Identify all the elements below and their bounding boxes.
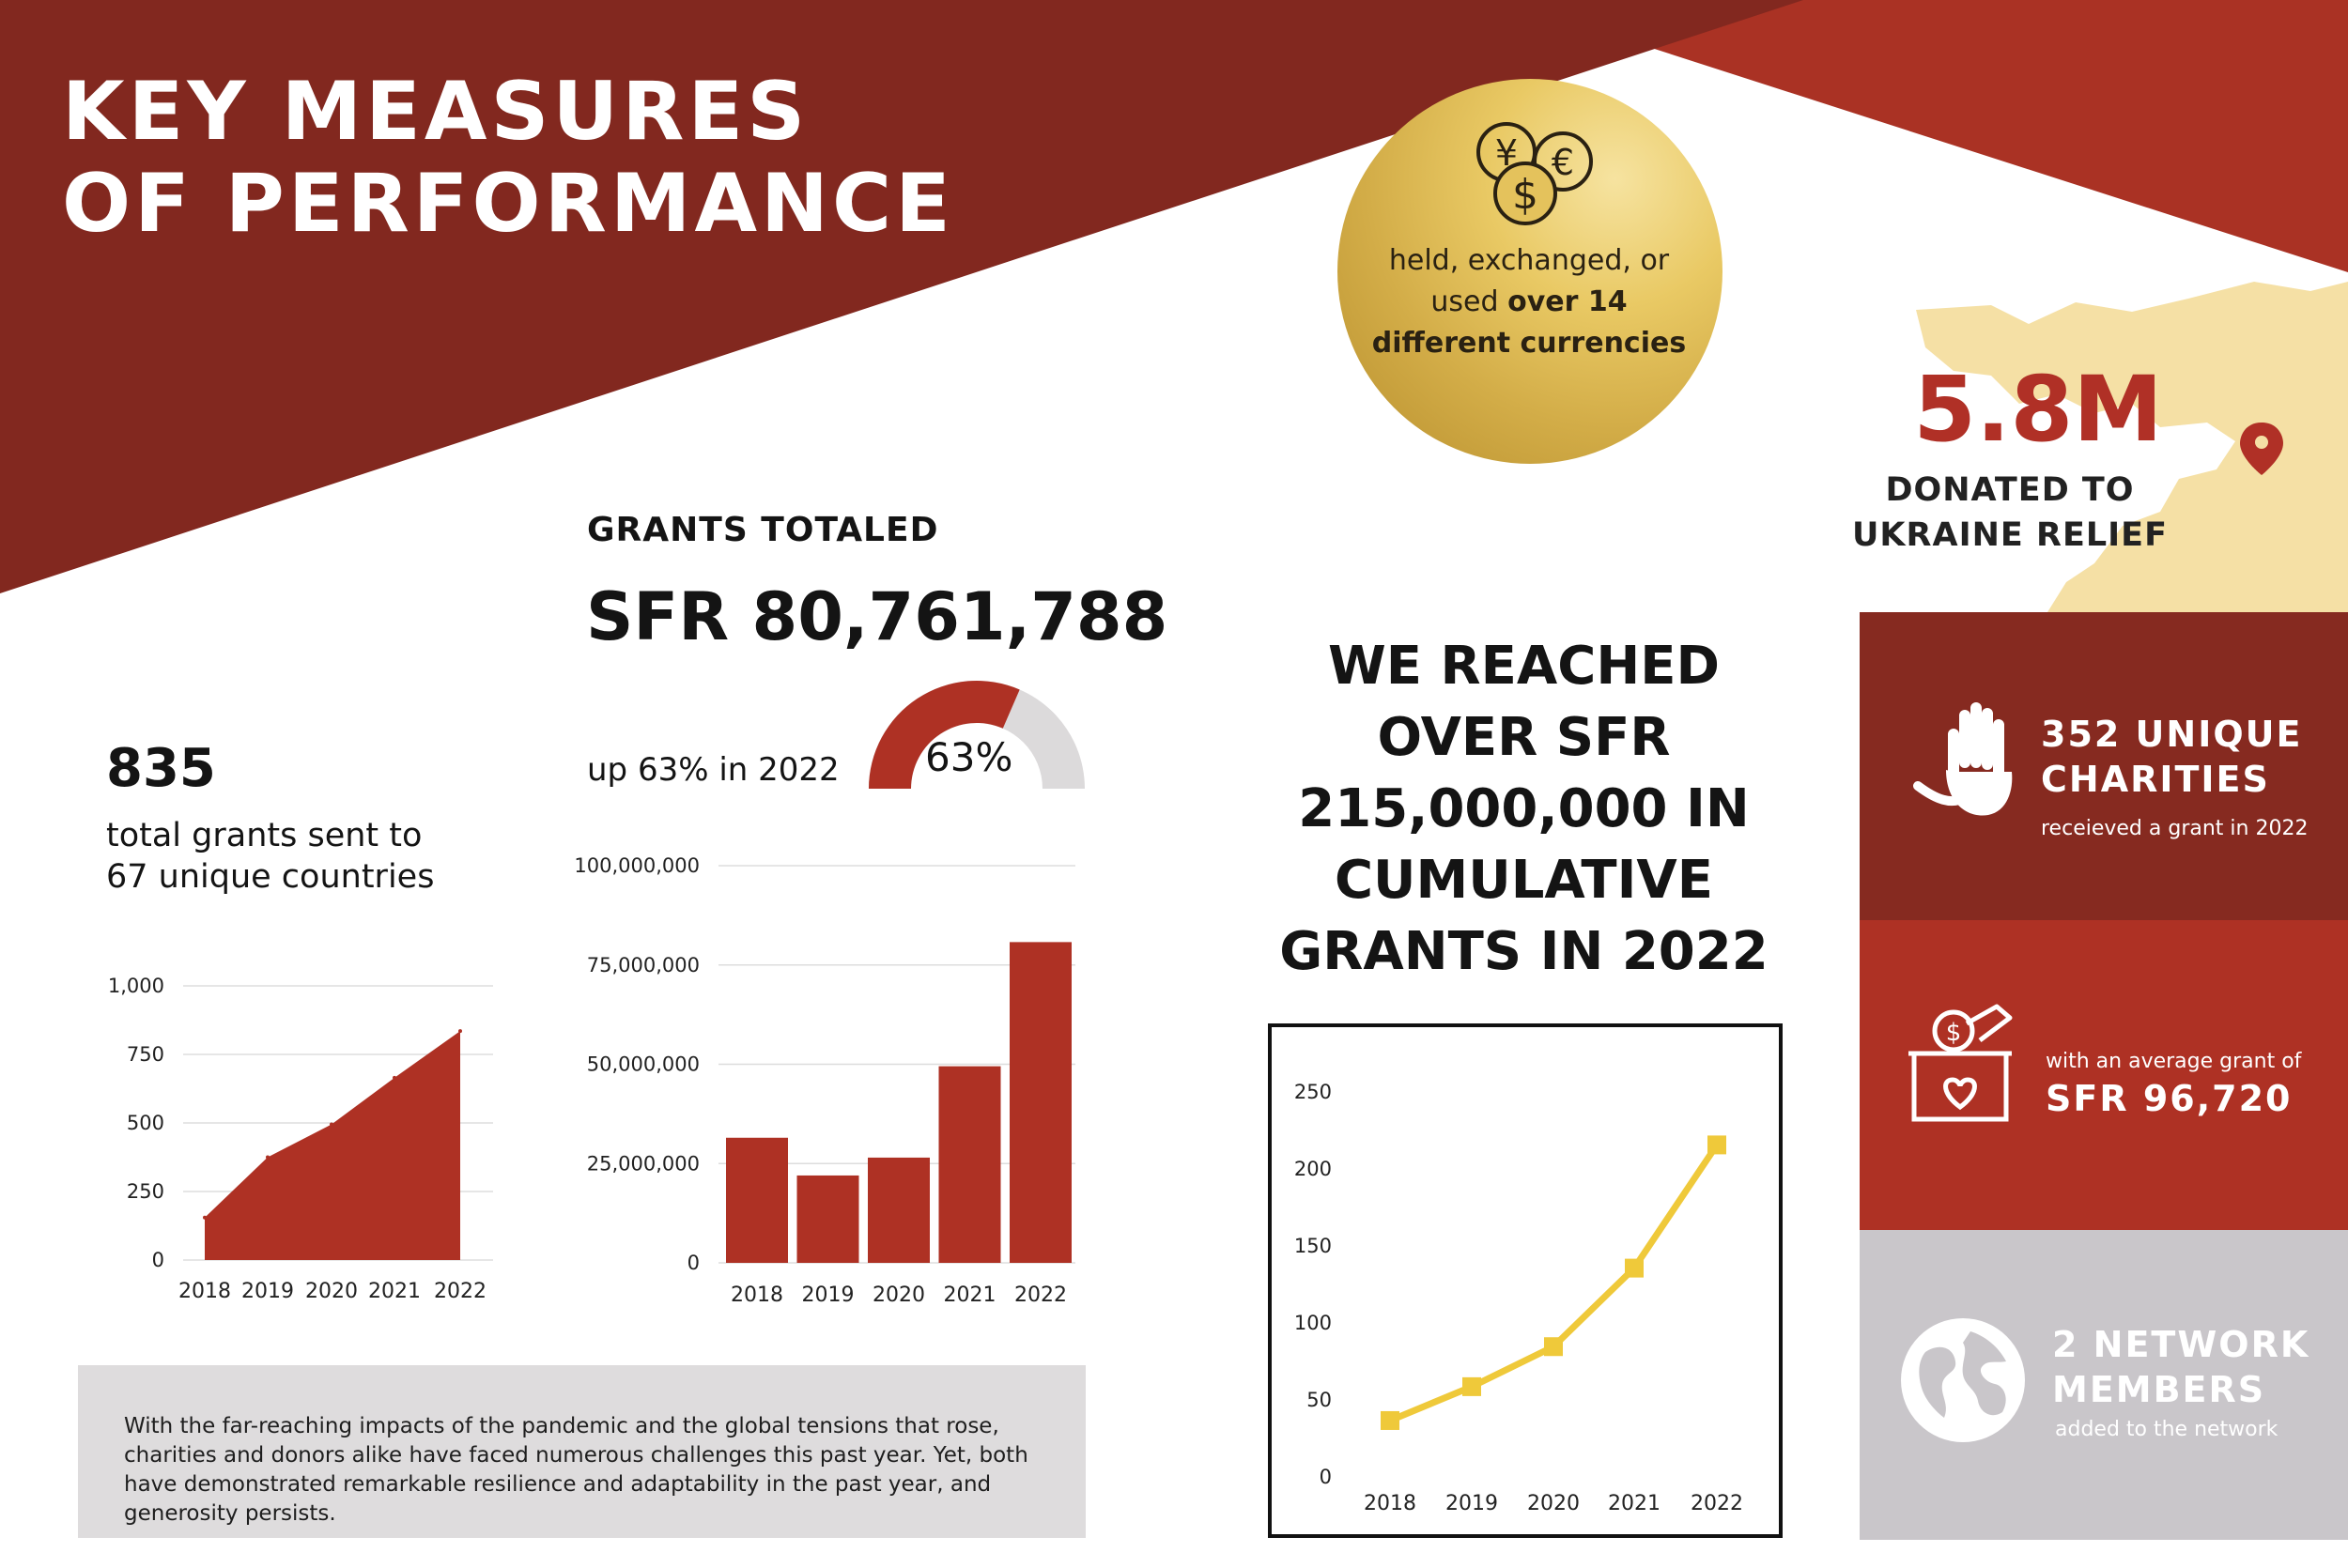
charities-panel: 352 UNIQUE CHARITIES receieved a grant i… — [1860, 612, 2348, 920]
area-point — [393, 1075, 396, 1080]
currencies-coin — [1337, 79, 1722, 464]
average-grant-subtitle: with an average grant of — [2046, 1050, 2302, 1073]
globe-icon — [1901, 1318, 2025, 1442]
line-point — [1462, 1376, 1481, 1396]
line-point — [1625, 1258, 1644, 1278]
ukraine-donation-label: DONATED TO UKRAINE RELIEF — [1852, 471, 2168, 554]
line-y-tick-label: 200 — [1294, 1158, 1332, 1180]
area-point — [203, 1215, 207, 1220]
area-x-tick-label: 2019 — [241, 1280, 294, 1303]
gauge-fill — [869, 681, 1020, 789]
total-grants-text: total grants sent to 67 unique countries — [106, 817, 435, 896]
title-line-2: OF PERFORMANCE — [62, 157, 954, 251]
area-point — [266, 1155, 270, 1160]
svg-text:€: € — [1552, 142, 1574, 183]
location-pin-icon — [2240, 423, 2283, 475]
bar-x-tick-label: 2020 — [873, 1284, 925, 1307]
bar-y-tick-label: 0 — [687, 1252, 700, 1274]
cumulative-headline: WE REACHED OVER SFR 215,000,000 IN CUMUL… — [1279, 636, 1769, 982]
helping-hands-icon — [1913, 702, 2013, 816]
bar-x-tick-label: 2021 — [944, 1284, 996, 1307]
bar — [938, 1066, 1001, 1263]
currencies-text: held, exchanged, or used over 14 differe… — [1371, 244, 1687, 360]
note-box — [78, 1365, 1086, 1538]
bar — [726, 1137, 788, 1263]
bar-x-tick-label: 2019 — [802, 1284, 855, 1307]
total-grants-value: 835 — [106, 738, 216, 799]
area-y-tick-label: 1,000 — [108, 975, 164, 997]
ukraine-donation-value: 5.8M — [1913, 357, 2163, 462]
donation-box-icon: $ — [1908, 1004, 2013, 1122]
bar-x-tick-label: 2022 — [1014, 1284, 1067, 1307]
network-panel: 2 NETWORK MEMBERS added to the network — [1860, 1230, 2348, 1540]
grants-totaled-label: GRANTS TOTALED — [587, 511, 939, 549]
area-y-tick-label: 750 — [127, 1043, 164, 1066]
line-y-tick-label: 250 — [1294, 1081, 1332, 1103]
charities-title: 352 UNIQUE CHARITIES — [2041, 714, 2303, 800]
line-y-tick-label: 100 — [1294, 1312, 1332, 1334]
area-x-tick-label: 2021 — [368, 1280, 421, 1303]
area-point — [330, 1122, 333, 1127]
europe-map-shape — [1916, 282, 2348, 612]
growth-gauge — [869, 681, 1085, 789]
line-point — [1707, 1135, 1726, 1155]
bar-y-tick-label: 50,000,000 — [587, 1053, 700, 1076]
area-y-tick-label: 250 — [127, 1180, 164, 1203]
gauge-label: 63% — [925, 734, 1013, 780]
area-x-tick-label: 2022 — [434, 1280, 487, 1303]
grants-totaled-value: SFR 80,761,788 — [586, 578, 1168, 655]
bar-x-tick-label: 2018 — [731, 1284, 783, 1307]
header-red-band — [1503, 0, 2348, 272]
area-y-tick-label: 0 — [152, 1249, 164, 1271]
line-x-tick-label: 2018 — [1364, 1492, 1416, 1515]
area-point — [458, 1029, 462, 1034]
bar — [868, 1157, 930, 1263]
bar — [1010, 942, 1072, 1263]
svg-text:$: $ — [1946, 1019, 1962, 1047]
bar-y-tick-label: 75,000,000 — [587, 954, 700, 976]
area-y-tick-label: 500 — [127, 1112, 164, 1134]
line-point — [1381, 1410, 1399, 1430]
bar-y-tick-label: 100,000,000 — [574, 854, 700, 877]
line-point — [1544, 1337, 1563, 1357]
title-line-1: KEY MEASURES — [62, 65, 810, 159]
line-x-tick-label: 2022 — [1691, 1492, 1743, 1515]
bar — [796, 1175, 859, 1263]
cumulative-line-chart: 0 50 100 150 200 250 2018 2019 2020 2021 2022 — [1268, 1023, 1783, 1538]
line-y-tick-label: 50 — [1306, 1389, 1332, 1411]
network-title: 2 NETWORK MEMBERS — [2052, 1324, 2310, 1410]
line-x-tick-label: 2020 — [1527, 1492, 1580, 1515]
grants-amount-bar-chart: 0 25,000,000 50,000,000 75,000,000 100,000,0… — [574, 854, 1075, 1307]
average-grant-panel: $ with an average grant of SFR 96,720 — [1860, 920, 2348, 1230]
bar-y-tick-label: 25,000,000 — [587, 1152, 700, 1175]
grants-change-text: up 63% in 2022 — [587, 751, 840, 789]
currency-icon: ¥ € $ — [1476, 122, 1593, 225]
grants-count-area-chart: 0 250 500 750 1,000 2018 2019 2020 2021 2022 — [108, 975, 493, 1303]
line-x-tick-label: 2021 — [1608, 1492, 1661, 1515]
network-subtitle: added to the network — [2055, 1418, 2278, 1441]
line-chart-frame — [1268, 1023, 1783, 1538]
average-grant-value: SFR 96,720 — [2046, 1078, 2293, 1119]
charities-subtitle: receieved a grant in 2022 — [2041, 817, 2309, 840]
line-y-tick-label: 0 — [1320, 1466, 1332, 1488]
area-series — [205, 1031, 460, 1260]
svg-text:$: $ — [1512, 171, 1538, 219]
line-y-tick-label: 150 — [1294, 1235, 1332, 1257]
page-title: KEY MEASURES OF PERFORMANCE — [62, 66, 954, 250]
line-x-tick-label: 2019 — [1445, 1492, 1498, 1515]
area-x-tick-label: 2020 — [305, 1280, 358, 1303]
area-x-tick-label: 2018 — [178, 1280, 231, 1303]
header-dark-band — [0, 0, 1803, 593]
note-text: With the far-reaching impacts of the pan… — [124, 1414, 1028, 1526]
